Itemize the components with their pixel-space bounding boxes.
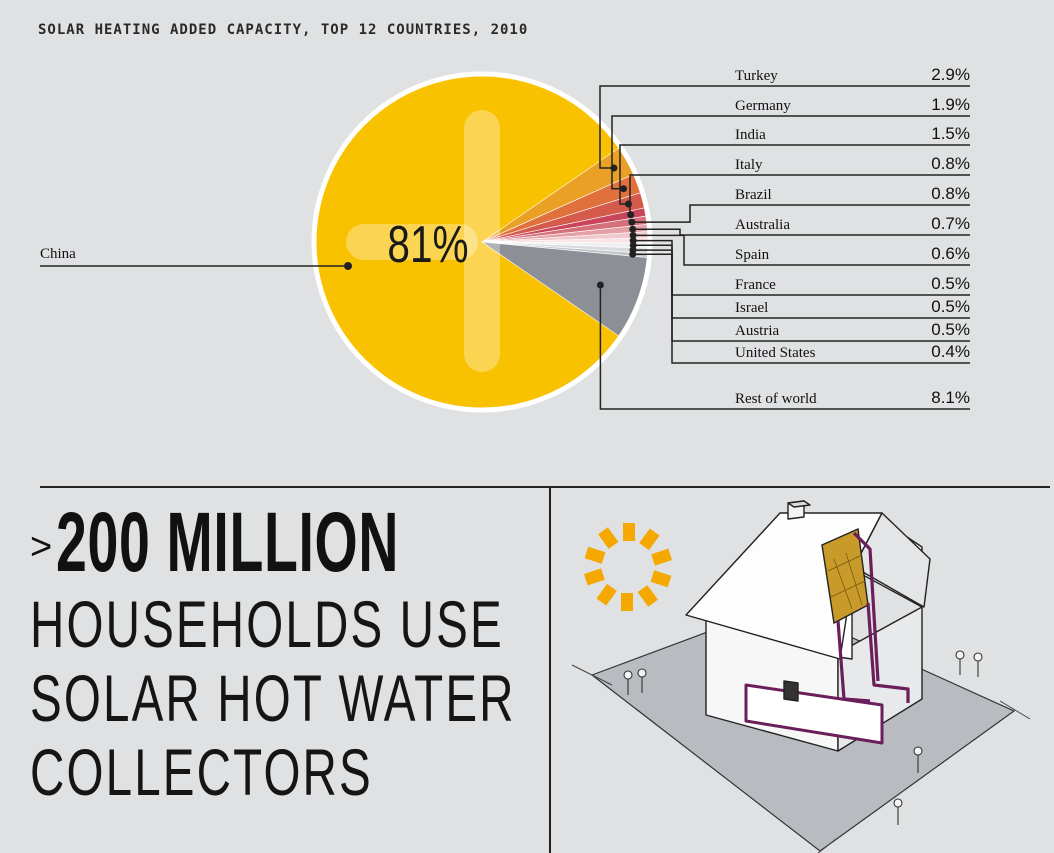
sun-ray xyxy=(584,546,606,564)
sun-ray xyxy=(596,583,617,606)
leader-dot-italy xyxy=(627,211,635,219)
slice-label-france: France xyxy=(735,277,776,293)
leader-line-rest-of-world xyxy=(599,285,970,410)
slice-label-turkey: Turkey xyxy=(735,68,778,84)
headline-block: >200 MILLION HOUSEHOLDS USE SOLAR HOT WA… xyxy=(30,500,705,810)
slice-label-germany: Germany xyxy=(735,98,791,114)
slice-value-brazil: 0.8% xyxy=(931,184,970,203)
slice-value-united-states: 0.4% xyxy=(931,342,970,361)
highlight-bar-vertical xyxy=(464,110,500,372)
leader-dot-brazil xyxy=(628,218,636,226)
leader-line-brazil xyxy=(631,204,970,223)
slice-label-brazil: Brazil xyxy=(735,187,772,203)
slice-label-china: China xyxy=(40,246,76,262)
headline-line-3: COLLECTORS xyxy=(30,734,373,809)
section-divider-horizontal xyxy=(40,486,1050,488)
leader-line-turkey xyxy=(599,85,970,169)
sun-ray xyxy=(623,523,635,541)
sun-ray xyxy=(583,568,605,586)
section-divider-vertical xyxy=(549,487,551,853)
slice-value-australia: 0.7% xyxy=(931,214,970,233)
leader-dot-india xyxy=(624,200,632,208)
slice-label-italy: Italy xyxy=(735,157,763,173)
slice-label-rest-of-world: Rest of world xyxy=(735,391,817,407)
highlight-bar-horizontal xyxy=(346,224,478,260)
slice-label-spain: Spain xyxy=(735,247,770,263)
sun-ray xyxy=(639,528,660,551)
slice-value-israel: 0.5% xyxy=(931,297,970,316)
sun-icon xyxy=(583,523,673,611)
pie-chart: 81% China Turkey 2.9% Germany 1.9% India 1.5% I… xyxy=(40,65,970,413)
leader-line-italy xyxy=(629,174,970,216)
slice-value-rest-of-world: 8.1% xyxy=(931,388,970,407)
slice-label-israel: Israel xyxy=(735,300,768,316)
sun-ray xyxy=(650,570,672,588)
headline-number: 200 MILLION xyxy=(56,495,400,589)
leader-dot-spain xyxy=(629,231,637,239)
sun-ray xyxy=(651,548,673,566)
slice-label-austria: Austria xyxy=(735,323,780,339)
leader-dot-china xyxy=(344,262,352,270)
headline-line-2: SOLAR HOT WATER xyxy=(30,660,516,735)
leader-line-spain xyxy=(633,234,970,266)
slice-value-spain: 0.6% xyxy=(931,244,970,263)
house-icon xyxy=(685,500,931,752)
pie-center-label: 81% xyxy=(387,215,468,273)
leader-line-india xyxy=(619,144,970,205)
leader-line-germany xyxy=(611,115,970,190)
sun-ray xyxy=(637,585,658,607)
leader-dot-germany xyxy=(620,185,627,193)
slice-label-united-states: United States xyxy=(735,345,816,361)
slice-label-india: India xyxy=(735,127,766,143)
leader-line-australia xyxy=(632,228,970,236)
slice-value-india: 1.5% xyxy=(931,124,970,143)
slice-value-austria: 0.5% xyxy=(931,320,970,339)
house-illustration xyxy=(571,500,1031,853)
greater-than-sign: > xyxy=(30,526,53,568)
pie-slice-china xyxy=(313,73,621,410)
leader-dot-australia xyxy=(629,225,637,233)
slice-value-turkey: 2.9% xyxy=(931,65,970,84)
headline-line-1: HOUSEHOLDS USE xyxy=(30,587,504,661)
solar-panel-icon xyxy=(821,527,869,625)
sun-ray xyxy=(598,527,619,549)
slice-value-france: 0.5% xyxy=(931,274,970,293)
pie-rim xyxy=(311,71,653,413)
leader-line-united-states xyxy=(632,253,970,364)
leader-dot-rest-of-world xyxy=(596,281,604,289)
chart-title: SOLAR HEATING ADDED CAPACITY, TOP 12 COU… xyxy=(38,22,529,38)
leader-dot-united-states xyxy=(629,250,637,258)
slice-value-italy: 0.8% xyxy=(931,154,970,173)
sun-ray xyxy=(621,593,633,611)
slice-value-germany: 1.9% xyxy=(931,95,970,114)
slice-label-australia: Australia xyxy=(735,217,790,233)
